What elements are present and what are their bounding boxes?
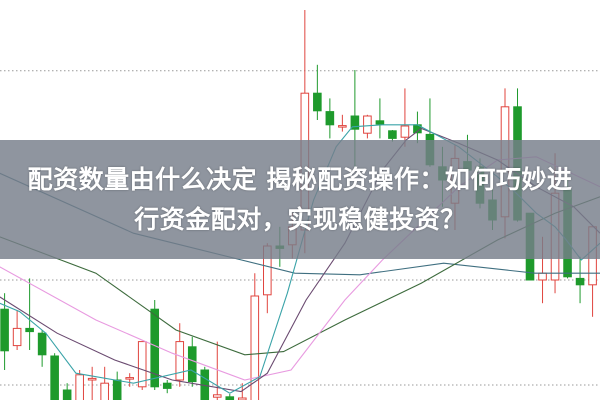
candle-body xyxy=(75,374,84,400)
headline-banner: 配资数量由什么决定 揭秘配资操作：如何巧妙进 行资金配对，实现稳健投资？ xyxy=(0,140,600,259)
candle-body xyxy=(87,377,97,381)
candle-body xyxy=(112,379,122,400)
candle-body xyxy=(25,327,34,333)
candle-body xyxy=(538,272,547,281)
candle-body xyxy=(350,115,360,130)
candle-body xyxy=(187,346,197,383)
candle-body xyxy=(225,396,235,400)
candle-body xyxy=(0,308,9,352)
headline-line-2: 行资金配对，实现稳健投资？ xyxy=(134,204,466,234)
candle-body xyxy=(37,332,47,356)
candle-body xyxy=(100,382,109,400)
candle-body xyxy=(375,120,385,125)
candle-body xyxy=(212,394,222,398)
candle-body xyxy=(12,327,22,347)
candle-body xyxy=(50,355,59,400)
candle-body xyxy=(125,377,135,380)
candle-body xyxy=(313,92,322,112)
candle-body xyxy=(388,130,397,139)
candle-body xyxy=(137,341,147,388)
candle-body xyxy=(237,397,247,400)
candle-body xyxy=(62,389,72,400)
candle-body xyxy=(175,341,185,381)
candle-body xyxy=(400,125,410,138)
candle-body xyxy=(150,308,160,388)
candle-body xyxy=(325,111,335,126)
candle-body xyxy=(363,115,372,134)
candle-body xyxy=(338,125,347,128)
headline-line-1: 配资数量由什么决定 揭秘配资操作：如何巧妙进 xyxy=(27,164,573,194)
candle-body xyxy=(575,277,585,286)
candle-body xyxy=(162,382,172,389)
